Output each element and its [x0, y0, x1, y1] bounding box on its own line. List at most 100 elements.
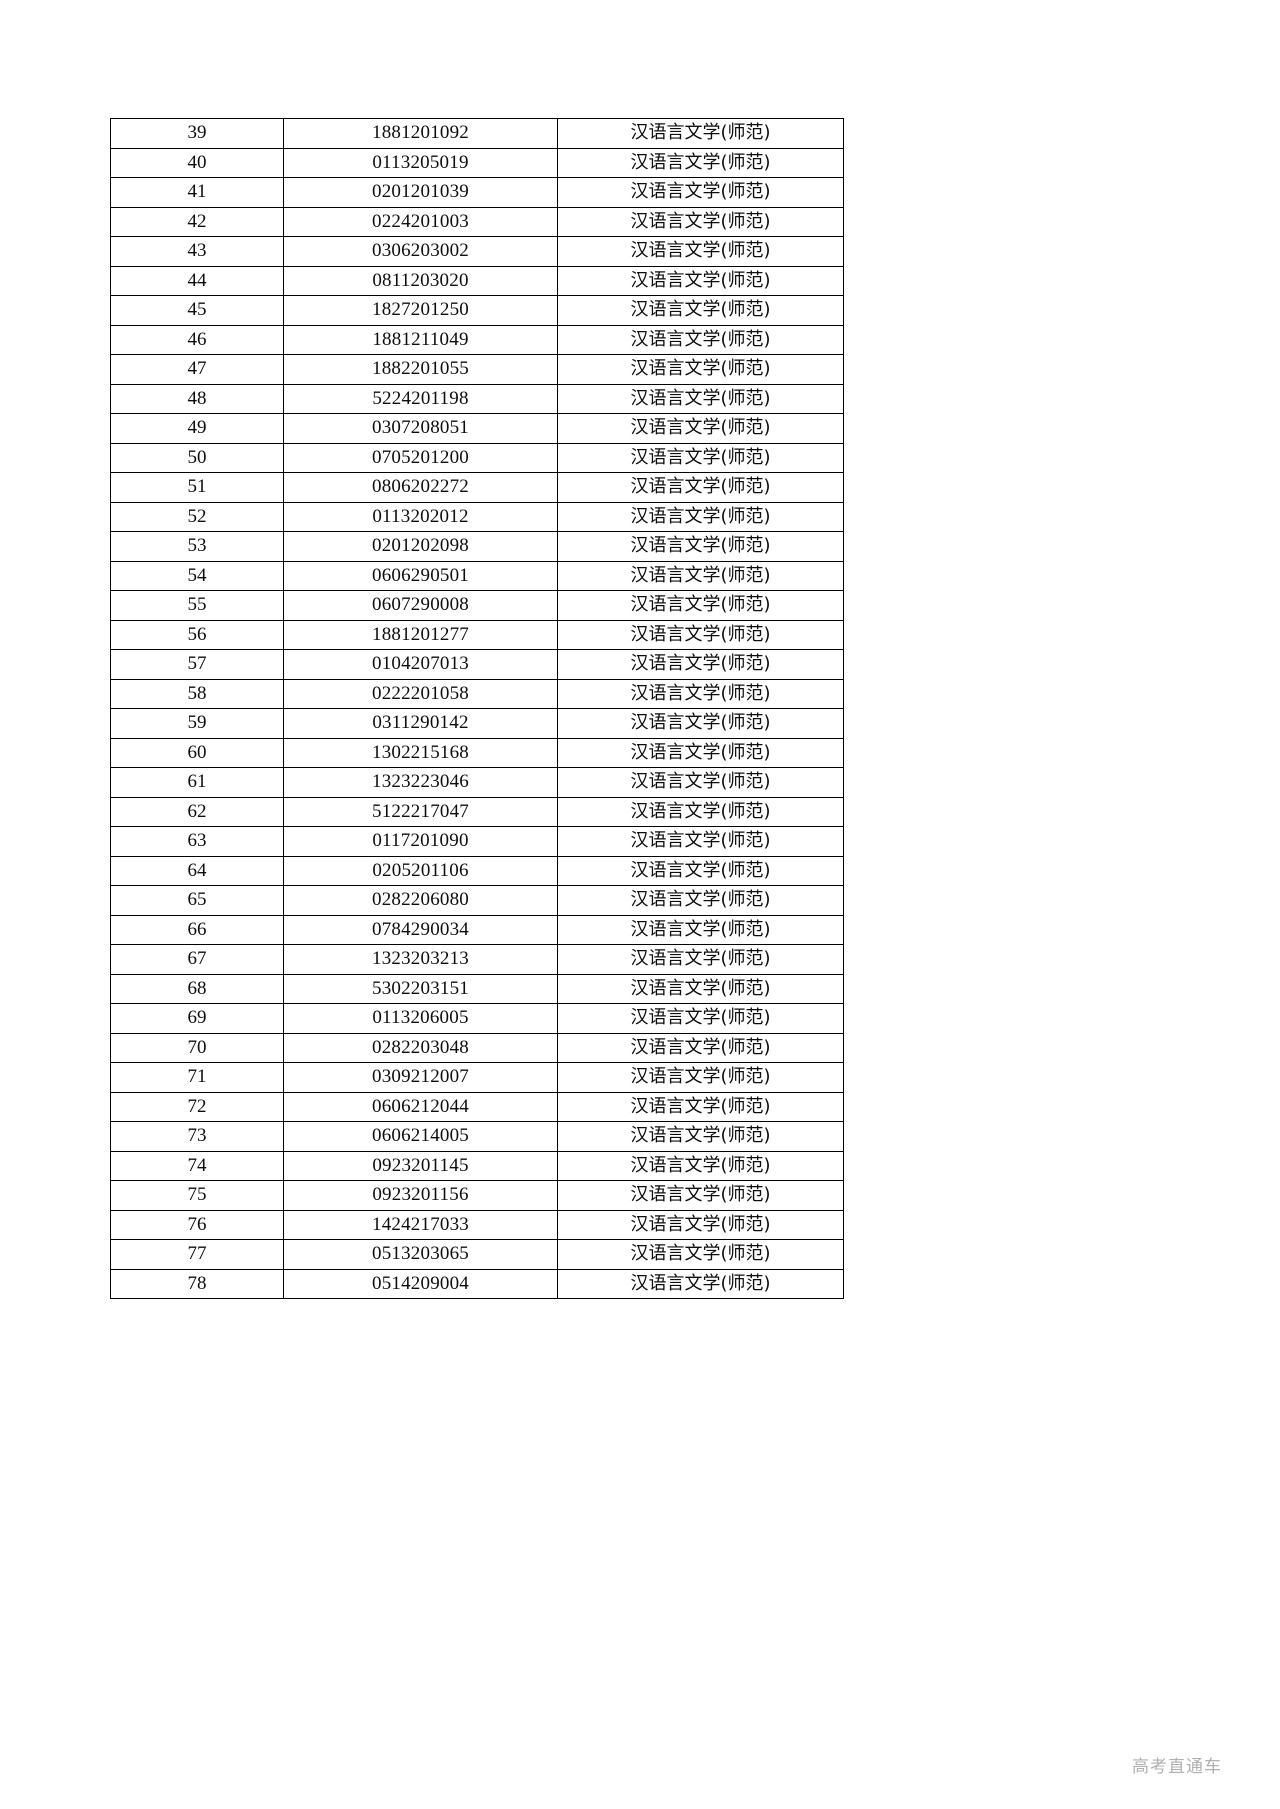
cell-candidate-id: 0784290034	[283, 914, 558, 945]
table-row: 73 0606214005 汉语言文学(师范)	[110, 1121, 844, 1152]
cell-index: 45	[110, 295, 284, 326]
cell-index: 51	[110, 472, 284, 503]
cell-index: 39	[110, 118, 284, 149]
admission-list-table-wrapper: 39 1881201092 汉语言文学(师范) 40 0113205019 汉语言文学(师…	[110, 118, 844, 1299]
cell-major: 汉语言文学(师范)	[557, 206, 844, 237]
table-row: 60 1302215168 汉语言文学(师范)	[110, 737, 844, 768]
cell-index: 47	[110, 354, 284, 385]
table-row: 49 0307208051 汉语言文学(师范)	[110, 413, 844, 444]
table-row: 54 0606290501 汉语言文学(师范)	[110, 560, 844, 591]
cell-major: 汉语言文学(师范)	[557, 1062, 844, 1093]
cell-index: 41	[110, 177, 284, 208]
table-row: 55 0607290008 汉语言文学(师范)	[110, 590, 844, 621]
cell-index: 72	[110, 1091, 284, 1122]
table-row: 40 0113205019 汉语言文学(师范)	[110, 147, 844, 178]
cell-major: 汉语言文学(师范)	[557, 973, 844, 1004]
cell-major: 汉语言文学(师范)	[557, 1209, 844, 1240]
cell-candidate-id: 0224201003	[283, 206, 558, 237]
table-row: 45 1827201250 汉语言文学(师范)	[110, 295, 844, 326]
cell-index: 66	[110, 914, 284, 945]
cell-major: 汉语言文学(师范)	[557, 560, 844, 591]
cell-major: 汉语言文学(师范)	[557, 796, 844, 827]
cell-major: 汉语言文学(师范)	[557, 914, 844, 945]
cell-major: 汉语言文学(师范)	[557, 1239, 844, 1270]
table-row: 41 0201201039 汉语言文学(师范)	[110, 177, 844, 208]
cell-index: 40	[110, 147, 284, 178]
cell-index: 71	[110, 1062, 284, 1093]
cell-candidate-id: 0306203002	[283, 236, 558, 267]
table-row: 42 0224201003 汉语言文学(师范)	[110, 206, 844, 237]
cell-candidate-id: 5122217047	[283, 796, 558, 827]
table-row: 56 1881201277 汉语言文学(师范)	[110, 619, 844, 650]
cell-major: 汉语言文学(师范)	[557, 324, 844, 355]
table-row: 75 0923201156 汉语言文学(师范)	[110, 1180, 844, 1211]
table-row: 70 0282203048 汉语言文学(师范)	[110, 1032, 844, 1063]
cell-index: 53	[110, 531, 284, 562]
cell-index: 69	[110, 1003, 284, 1034]
table-row: 62 5122217047 汉语言文学(师范)	[110, 796, 844, 827]
cell-candidate-id: 0923201156	[283, 1180, 558, 1211]
cell-major: 汉语言文学(师范)	[557, 767, 844, 798]
cell-index: 78	[110, 1268, 284, 1299]
cell-index: 49	[110, 413, 284, 444]
cell-major: 汉语言文学(师范)	[557, 354, 844, 385]
table-row: 78 0514209004 汉语言文学(师范)	[110, 1268, 844, 1299]
cell-candidate-id: 0113205019	[283, 147, 558, 178]
watermark: 高考直通车	[1132, 1757, 1222, 1777]
table-row: 53 0201202098 汉语言文学(师范)	[110, 531, 844, 562]
cell-candidate-id: 0104207013	[283, 649, 558, 680]
table-row: 77 0513203065 汉语言文学(师范)	[110, 1239, 844, 1270]
cell-index: 43	[110, 236, 284, 267]
table-row: 47 1882201055 汉语言文学(师范)	[110, 354, 844, 385]
cell-candidate-id: 0307208051	[283, 413, 558, 444]
cell-major: 汉语言文学(师范)	[557, 1268, 844, 1299]
cell-major: 汉语言文学(师范)	[557, 295, 844, 326]
cell-major: 汉语言文学(师范)	[557, 472, 844, 503]
cell-index: 63	[110, 826, 284, 857]
cell-candidate-id: 0607290008	[283, 590, 558, 621]
cell-index: 62	[110, 796, 284, 827]
cell-candidate-id: 1882201055	[283, 354, 558, 385]
cell-index: 42	[110, 206, 284, 237]
cell-major: 汉语言文学(师范)	[557, 236, 844, 267]
cell-index: 54	[110, 560, 284, 591]
cell-index: 70	[110, 1032, 284, 1063]
cell-candidate-id: 5302203151	[283, 973, 558, 1004]
cell-candidate-id: 0309212007	[283, 1062, 558, 1093]
cell-major: 汉语言文学(师范)	[557, 1091, 844, 1122]
table-row: 59 0311290142 汉语言文学(师范)	[110, 708, 844, 739]
table-row: 63 0117201090 汉语言文学(师范)	[110, 826, 844, 857]
cell-candidate-id: 0514209004	[283, 1268, 558, 1299]
cell-candidate-id: 0113206005	[283, 1003, 558, 1034]
cell-major: 汉语言文学(师范)	[557, 944, 844, 975]
cell-candidate-id: 0311290142	[283, 708, 558, 739]
cell-index: 68	[110, 973, 284, 1004]
cell-major: 汉语言文学(师范)	[557, 590, 844, 621]
table-row: 69 0113206005 汉语言文学(师范)	[110, 1003, 844, 1034]
table-row: 64 0205201106 汉语言文学(师范)	[110, 855, 844, 886]
cell-index: 57	[110, 649, 284, 680]
cell-major: 汉语言文学(师范)	[557, 1032, 844, 1063]
cell-candidate-id: 0282203048	[283, 1032, 558, 1063]
cell-candidate-id: 0811203020	[283, 265, 558, 296]
cell-candidate-id: 0113202012	[283, 501, 558, 532]
cell-candidate-id: 0282206080	[283, 885, 558, 916]
table-row: 71 0309212007 汉语言文学(师范)	[110, 1062, 844, 1093]
cell-major: 汉语言文学(师范)	[557, 708, 844, 739]
cell-candidate-id: 0705201200	[283, 442, 558, 473]
table-row: 51 0806202272 汉语言文学(师范)	[110, 472, 844, 503]
cell-index: 76	[110, 1209, 284, 1240]
cell-index: 50	[110, 442, 284, 473]
table-row: 46 1881211049 汉语言文学(师范)	[110, 324, 844, 355]
cell-index: 46	[110, 324, 284, 355]
cell-major: 汉语言文学(师范)	[557, 885, 844, 916]
cell-index: 58	[110, 678, 284, 709]
cell-index: 65	[110, 885, 284, 916]
table-row: 52 0113202012 汉语言文学(师范)	[110, 501, 844, 532]
cell-candidate-id: 0222201058	[283, 678, 558, 709]
cell-index: 61	[110, 767, 284, 798]
table-body: 39 1881201092 汉语言文学(师范) 40 0113205019 汉语言文学(师…	[110, 118, 844, 1299]
cell-major: 汉语言文学(师范)	[557, 1150, 844, 1181]
cell-major: 汉语言文学(师范)	[557, 265, 844, 296]
